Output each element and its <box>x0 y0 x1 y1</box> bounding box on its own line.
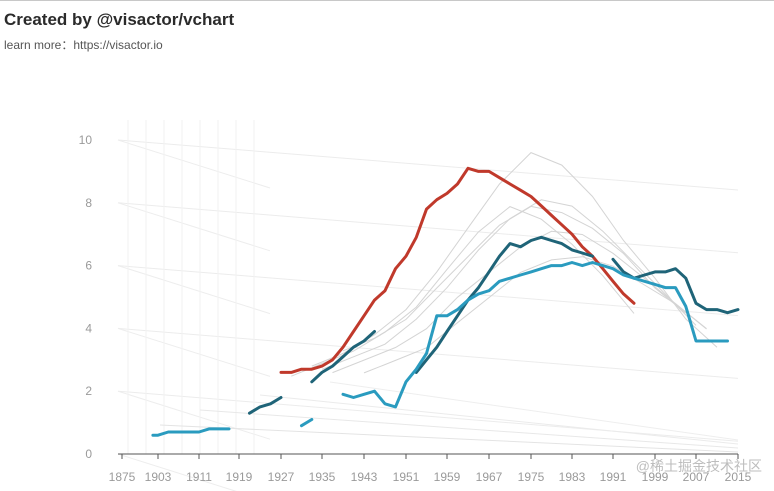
x-tick-label: 1935 <box>309 470 336 484</box>
x-tick-label: 2015 <box>725 470 752 484</box>
watermark: @稀土掘金技术社区 <box>635 458 762 474</box>
grid-depth-line-8 <box>117 202 271 252</box>
grid-depth-line-4 <box>117 327 271 377</box>
floor-line-3 <box>259 394 739 445</box>
background-series-line <box>332 230 707 374</box>
chart-title: Created by @visactor/vchart <box>4 10 235 29</box>
grid-line-8 <box>117 202 739 254</box>
x-tick-label: 1911 <box>186 470 212 484</box>
axis-layer: 0 2 4 6 8 10 1875 1903 1911 1919 1927 1935 1943 1951 1… <box>79 133 752 484</box>
y-tick-label: 2 <box>85 384 92 398</box>
floor-line-1 <box>159 424 739 453</box>
background-series-line <box>321 199 697 370</box>
x-tick-label: 1919 <box>226 470 253 484</box>
x-tick-label: 1975 <box>518 470 545 484</box>
chart-subtitle: learn more：https://visactor.io <box>4 36 163 53</box>
background-series-line <box>291 206 635 377</box>
grid-depth-line-0 <box>117 453 237 491</box>
x-tick-label: 1951 <box>393 470 420 484</box>
series-light-teal-line <box>151 427 231 437</box>
series-light-teal-line <box>300 418 314 428</box>
x-tick-label: 1991 <box>600 470 627 484</box>
y-tick-label: 4 <box>85 321 92 335</box>
x-tick-label: 1959 <box>434 470 461 484</box>
series-dark-teal-line <box>414 235 594 374</box>
grid-depth-line-2 <box>117 390 271 440</box>
background-series-line <box>363 256 707 374</box>
subtitle-link[interactable]: https://visactor.io <box>73 38 163 52</box>
x-tick-label: 2007 <box>683 470 710 484</box>
y-tick-label: 0 <box>85 447 92 461</box>
subtitle-label: learn more： <box>4 38 74 52</box>
background-series-layer <box>291 152 718 377</box>
top-border <box>0 0 774 1</box>
highlight-series-layer <box>151 166 740 437</box>
floor-line-2 <box>199 409 739 449</box>
x-tick-label: 1999 <box>642 470 669 484</box>
x-tick-label: 1983 <box>559 470 586 484</box>
x-tick-label: 1927 <box>268 470 295 484</box>
y-tick-label: 10 <box>79 133 93 147</box>
floor-line-4 <box>329 381 739 441</box>
series-dark-teal-line <box>248 396 283 415</box>
grid-line-2 <box>117 390 739 442</box>
background-series-line <box>342 205 687 352</box>
x-tick-label: 1967 <box>476 470 503 484</box>
series-red-line <box>279 166 636 374</box>
grid-depth-line-10 <box>117 139 271 189</box>
grid-line-6 <box>117 265 739 317</box>
series-dark-teal-line <box>310 330 376 384</box>
grid-line-10 <box>117 139 739 191</box>
x-tick-label: 1903 <box>145 470 172 484</box>
x-tick-label: 1875 <box>109 470 136 484</box>
x-tick-label: 1943 <box>351 470 378 484</box>
grid-layer <box>117 120 739 491</box>
grid-depth-line-6 <box>117 265 271 315</box>
y-tick-label: 8 <box>85 196 92 210</box>
series-light-teal-line <box>341 261 729 409</box>
y-tick-label: 6 <box>85 259 92 273</box>
